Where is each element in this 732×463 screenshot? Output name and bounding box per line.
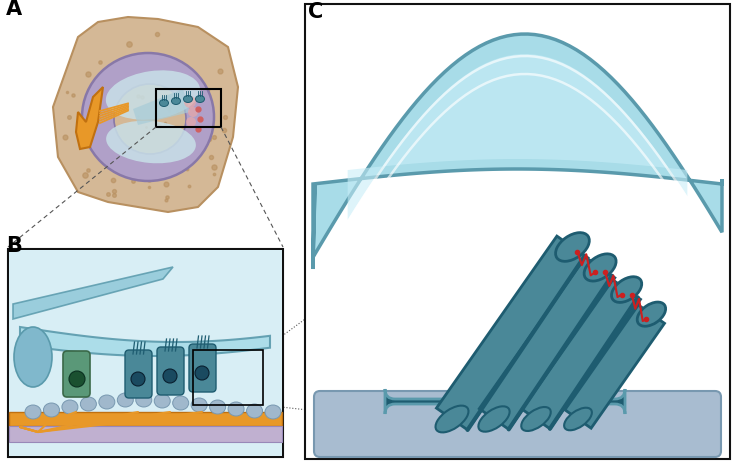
Ellipse shape	[99, 395, 115, 409]
Polygon shape	[565, 305, 665, 428]
Polygon shape	[20, 327, 270, 356]
Ellipse shape	[154, 394, 171, 408]
Bar	[9, 426, 282, 442]
FancyBboxPatch shape	[385, 389, 625, 414]
Polygon shape	[522, 280, 640, 429]
Bar	[8, 250, 283, 457]
Text: B: B	[6, 236, 22, 256]
Ellipse shape	[184, 96, 193, 103]
Ellipse shape	[135, 393, 152, 407]
Polygon shape	[76, 88, 103, 150]
Circle shape	[69, 371, 85, 387]
Bar	[9, 250, 282, 456]
Ellipse shape	[171, 98, 181, 105]
Text: A: A	[6, 0, 22, 19]
Circle shape	[195, 366, 209, 380]
Ellipse shape	[14, 327, 52, 387]
Polygon shape	[436, 237, 588, 430]
Ellipse shape	[209, 400, 225, 414]
Ellipse shape	[584, 254, 616, 282]
Bar	[305, 5, 730, 459]
Circle shape	[163, 369, 177, 383]
FancyBboxPatch shape	[125, 350, 152, 398]
Ellipse shape	[265, 405, 281, 419]
Ellipse shape	[611, 277, 642, 303]
Ellipse shape	[556, 233, 589, 262]
Ellipse shape	[106, 71, 200, 120]
Ellipse shape	[160, 100, 168, 107]
Ellipse shape	[82, 54, 214, 181]
Ellipse shape	[521, 407, 550, 431]
Ellipse shape	[436, 406, 468, 432]
Ellipse shape	[564, 408, 592, 430]
Ellipse shape	[173, 396, 189, 410]
Ellipse shape	[228, 402, 244, 416]
Ellipse shape	[479, 407, 509, 432]
Ellipse shape	[247, 404, 263, 418]
Circle shape	[131, 372, 145, 386]
FancyBboxPatch shape	[314, 391, 721, 457]
Ellipse shape	[195, 96, 204, 103]
Polygon shape	[53, 18, 238, 213]
FancyBboxPatch shape	[63, 351, 90, 397]
Ellipse shape	[117, 393, 133, 407]
Circle shape	[184, 97, 196, 109]
Ellipse shape	[43, 403, 59, 417]
Polygon shape	[348, 55, 687, 220]
Polygon shape	[313, 35, 722, 269]
Polygon shape	[479, 257, 615, 429]
Ellipse shape	[25, 405, 41, 419]
Ellipse shape	[81, 397, 97, 411]
Circle shape	[186, 118, 196, 128]
Ellipse shape	[637, 302, 665, 326]
Ellipse shape	[191, 398, 207, 412]
FancyBboxPatch shape	[189, 344, 216, 392]
Ellipse shape	[106, 121, 196, 164]
Polygon shape	[133, 90, 190, 126]
Text: C: C	[308, 2, 324, 22]
Bar	[193, 350, 263, 405]
Circle shape	[188, 108, 198, 118]
Ellipse shape	[114, 85, 186, 155]
Bar	[156, 90, 221, 128]
Bar	[9, 412, 282, 426]
Ellipse shape	[62, 400, 78, 414]
Polygon shape	[13, 268, 173, 319]
FancyBboxPatch shape	[157, 347, 184, 395]
